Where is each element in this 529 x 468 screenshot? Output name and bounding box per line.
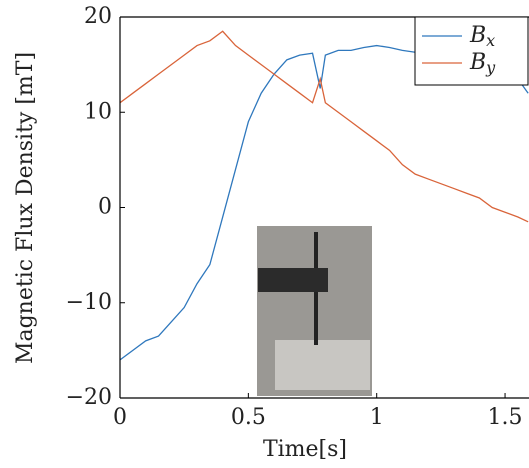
y-tick-label: −20 xyxy=(66,385,112,410)
legend-label: By xyxy=(469,50,496,77)
inset-photo-device xyxy=(258,268,328,292)
series-line xyxy=(120,30,529,223)
y-tick-label: −10 xyxy=(66,290,112,315)
inset-photo-surface xyxy=(275,340,370,390)
x-axis-label: Time[s] xyxy=(263,437,347,462)
x-tick-label: 0 xyxy=(113,405,127,430)
x-tick-label: 1 xyxy=(370,405,384,430)
y-tick-label: 20 xyxy=(84,4,112,29)
y-axis-label: Magnetic Flux Density [mT] xyxy=(13,52,38,364)
legend-label: Bx xyxy=(469,23,495,50)
legend xyxy=(414,16,529,86)
y-tick-label: 0 xyxy=(98,195,112,220)
x-tick-label: 0.5 xyxy=(231,405,266,430)
x-tick-label: 1.5 xyxy=(488,405,523,430)
y-tick-label: 10 xyxy=(84,99,112,124)
